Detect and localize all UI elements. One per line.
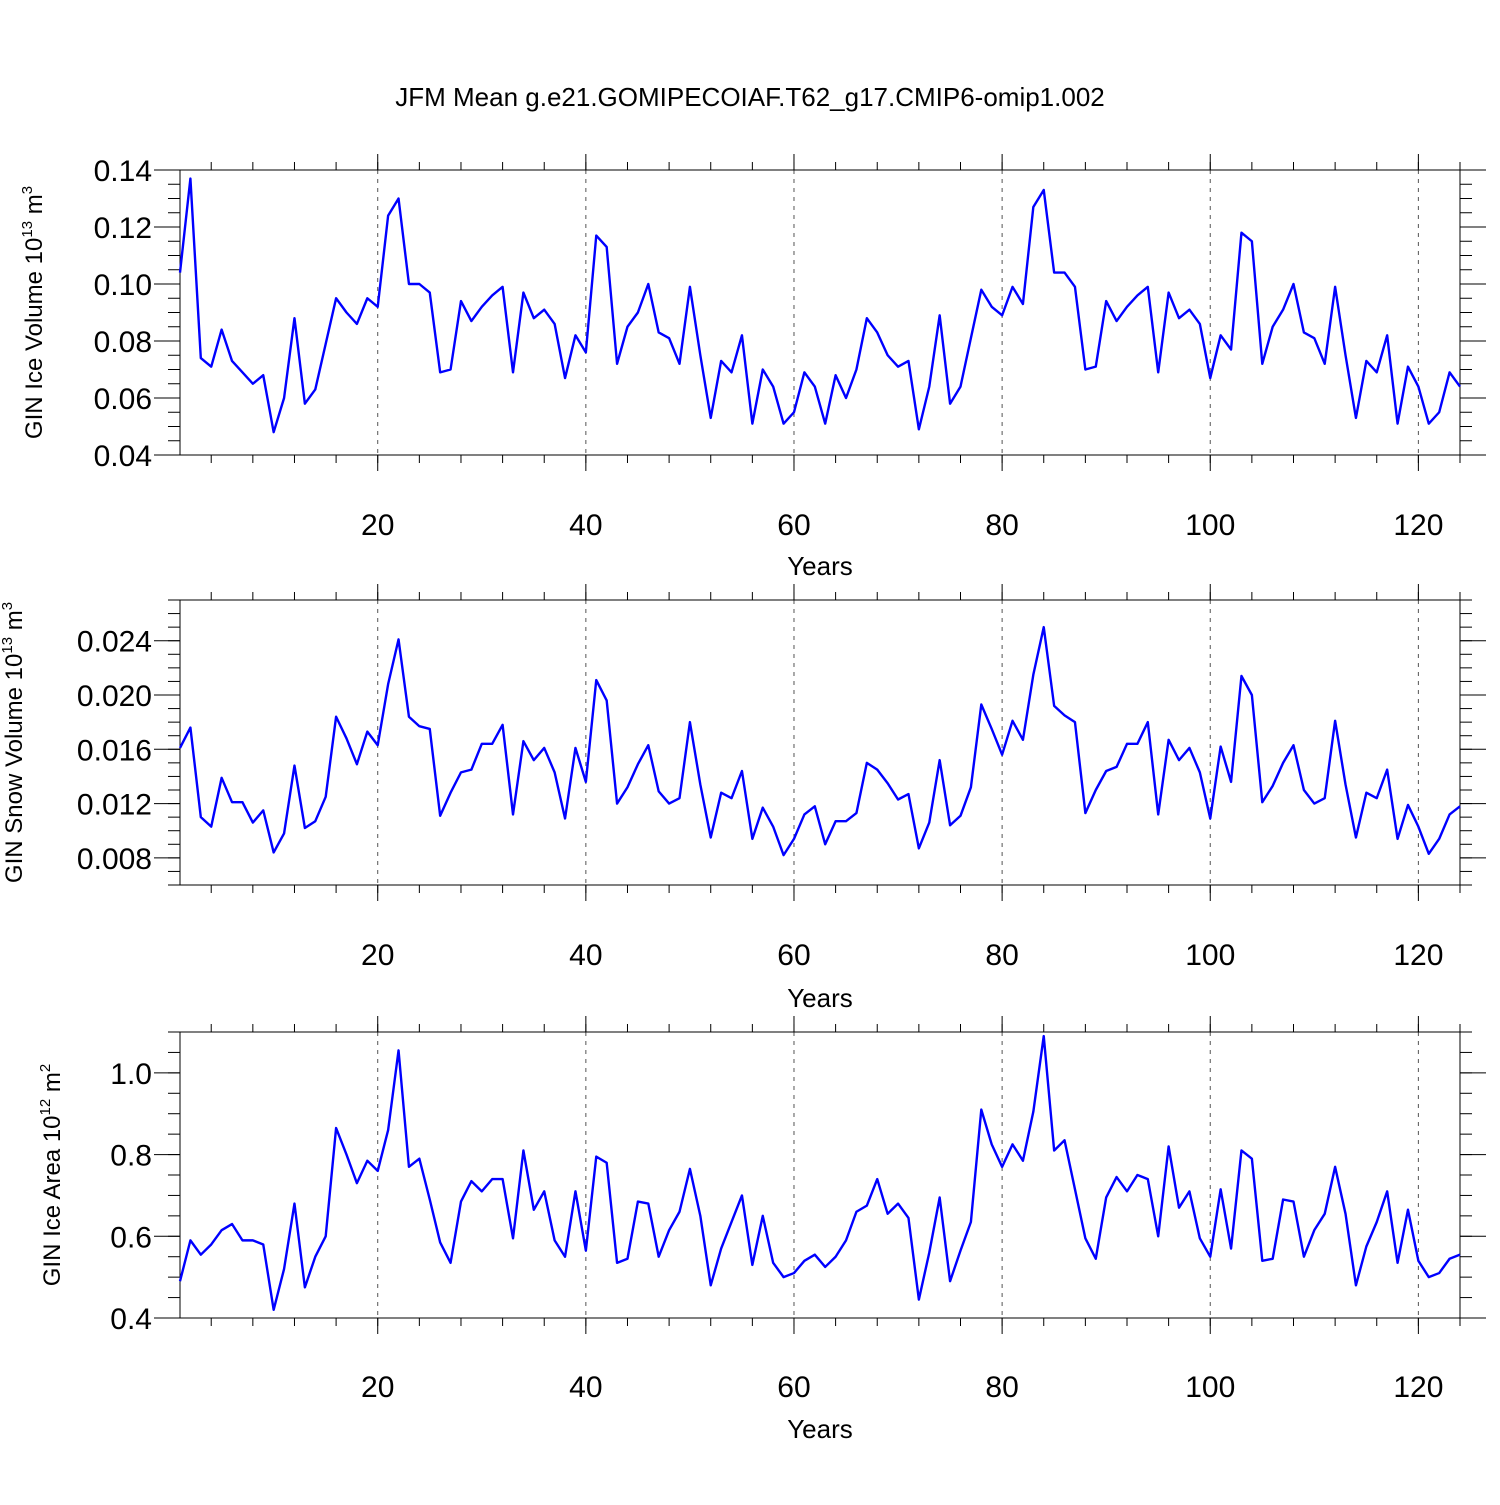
x-tick-label: 20 <box>361 1371 394 1404</box>
x-tick-label: 20 <box>361 939 394 972</box>
y-axis-title-unit-exponent: 3 <box>0 602 16 610</box>
x-tick-label: 60 <box>777 1371 810 1404</box>
y-axis-title-unit-exponent: 3 <box>19 186 36 194</box>
plot-frame <box>179 599 1461 886</box>
x-tick-label: 100 <box>1185 509 1235 542</box>
y-tick-label: 1.0 <box>110 1058 152 1091</box>
y-tick-label: 0.08 <box>94 326 152 359</box>
y-tick-label: 0.020 <box>77 680 152 713</box>
y-axis-title-main: GIN Ice Area 10 <box>39 1115 66 1286</box>
x-tick-label: 60 <box>777 939 810 972</box>
panels: 20 40 60 80 100 120 0.04 0.06 0.08 0.10 0.12 0.14 Ye… <box>0 154 1486 1444</box>
x-axis-title: Years <box>787 983 853 1013</box>
x-tick-label: 120 <box>1393 1371 1443 1404</box>
panel-snow-volume: 20 40 60 80 100 120 0.008 0.012 0.016 0.020 0.024 Y… <box>0 584 1486 1013</box>
y-tick-label: 0.008 <box>77 843 152 876</box>
y-tick-label: 0.14 <box>94 155 152 188</box>
x-tick-label: 80 <box>985 509 1018 542</box>
x-tick-label: 100 <box>1185 1371 1235 1404</box>
y-axis-title: GIN Ice Area 1012 m2 <box>37 1064 66 1286</box>
y-tick-label: 0.024 <box>77 626 152 659</box>
x-tick-label: 80 <box>985 1371 1018 1404</box>
x-tick-label: 20 <box>361 509 394 542</box>
x-axis-title: Years <box>787 551 853 581</box>
y-tick-label: 0.10 <box>94 269 152 302</box>
x-tick-label: 60 <box>777 509 810 542</box>
x-tick-label: 120 <box>1393 939 1443 972</box>
y-tick-label: 0.4 <box>110 1303 152 1336</box>
y-tick-label: 0.6 <box>110 1221 152 1254</box>
panel-ice-volume: 20 40 60 80 100 120 0.04 0.06 0.08 0.10 0.12 0.14 Ye… <box>19 154 1486 581</box>
x-tick-label: 120 <box>1393 509 1443 542</box>
x-tick-label: 80 <box>985 939 1018 972</box>
y-axis-title-main: GIN Ice Volume 10 <box>21 238 48 439</box>
y-axis-title-unit-exponent: 2 <box>37 1064 54 1072</box>
y-axis-title-exponent: 13 <box>19 221 36 238</box>
plot-frame <box>179 169 1461 456</box>
plot-frame <box>179 1031 1461 1319</box>
y-axis-title-unit: m <box>1 610 28 637</box>
x-tick-label: 100 <box>1185 939 1235 972</box>
y-axis-title: GIN Snow Volume 1013 m3 <box>0 602 28 883</box>
y-axis-title-unit: m <box>21 194 48 221</box>
y-tick-label: 0.12 <box>94 212 152 245</box>
chart-title: JFM Mean g.e21.GOMIPECOIAF.T62_g17.CMIP6… <box>395 82 1105 112</box>
y-axis-title-main: GIN Snow Volume 10 <box>1 654 28 883</box>
y-axis-title-unit: m <box>39 1072 66 1099</box>
y-axis-title-exponent: 13 <box>0 637 16 654</box>
series-line <box>178 625 1461 857</box>
y-tick-label: 0.016 <box>77 734 152 767</box>
y-tick-label: 0.06 <box>94 383 152 416</box>
y-tick-label: 0.012 <box>77 789 152 822</box>
y-axis-title-exponent: 12 <box>37 1099 54 1116</box>
series-line <box>178 1034 1461 1312</box>
y-tick-label: 0.8 <box>110 1140 152 1173</box>
y-axis-title: GIN Ice Volume 1013 m3 <box>19 186 48 439</box>
y-tick-label: 0.04 <box>94 440 152 473</box>
series-line <box>178 177 1461 434</box>
panel-ice-area: 20 40 60 80 100 120 0.4 0.6 0.8 1.0 Years GIN Ice A… <box>37 1016 1486 1444</box>
x-tick-label: 40 <box>569 509 602 542</box>
x-tick-label: 40 <box>569 939 602 972</box>
x-tick-label: 40 <box>569 1371 602 1404</box>
x-axis-title: Years <box>787 1414 853 1444</box>
